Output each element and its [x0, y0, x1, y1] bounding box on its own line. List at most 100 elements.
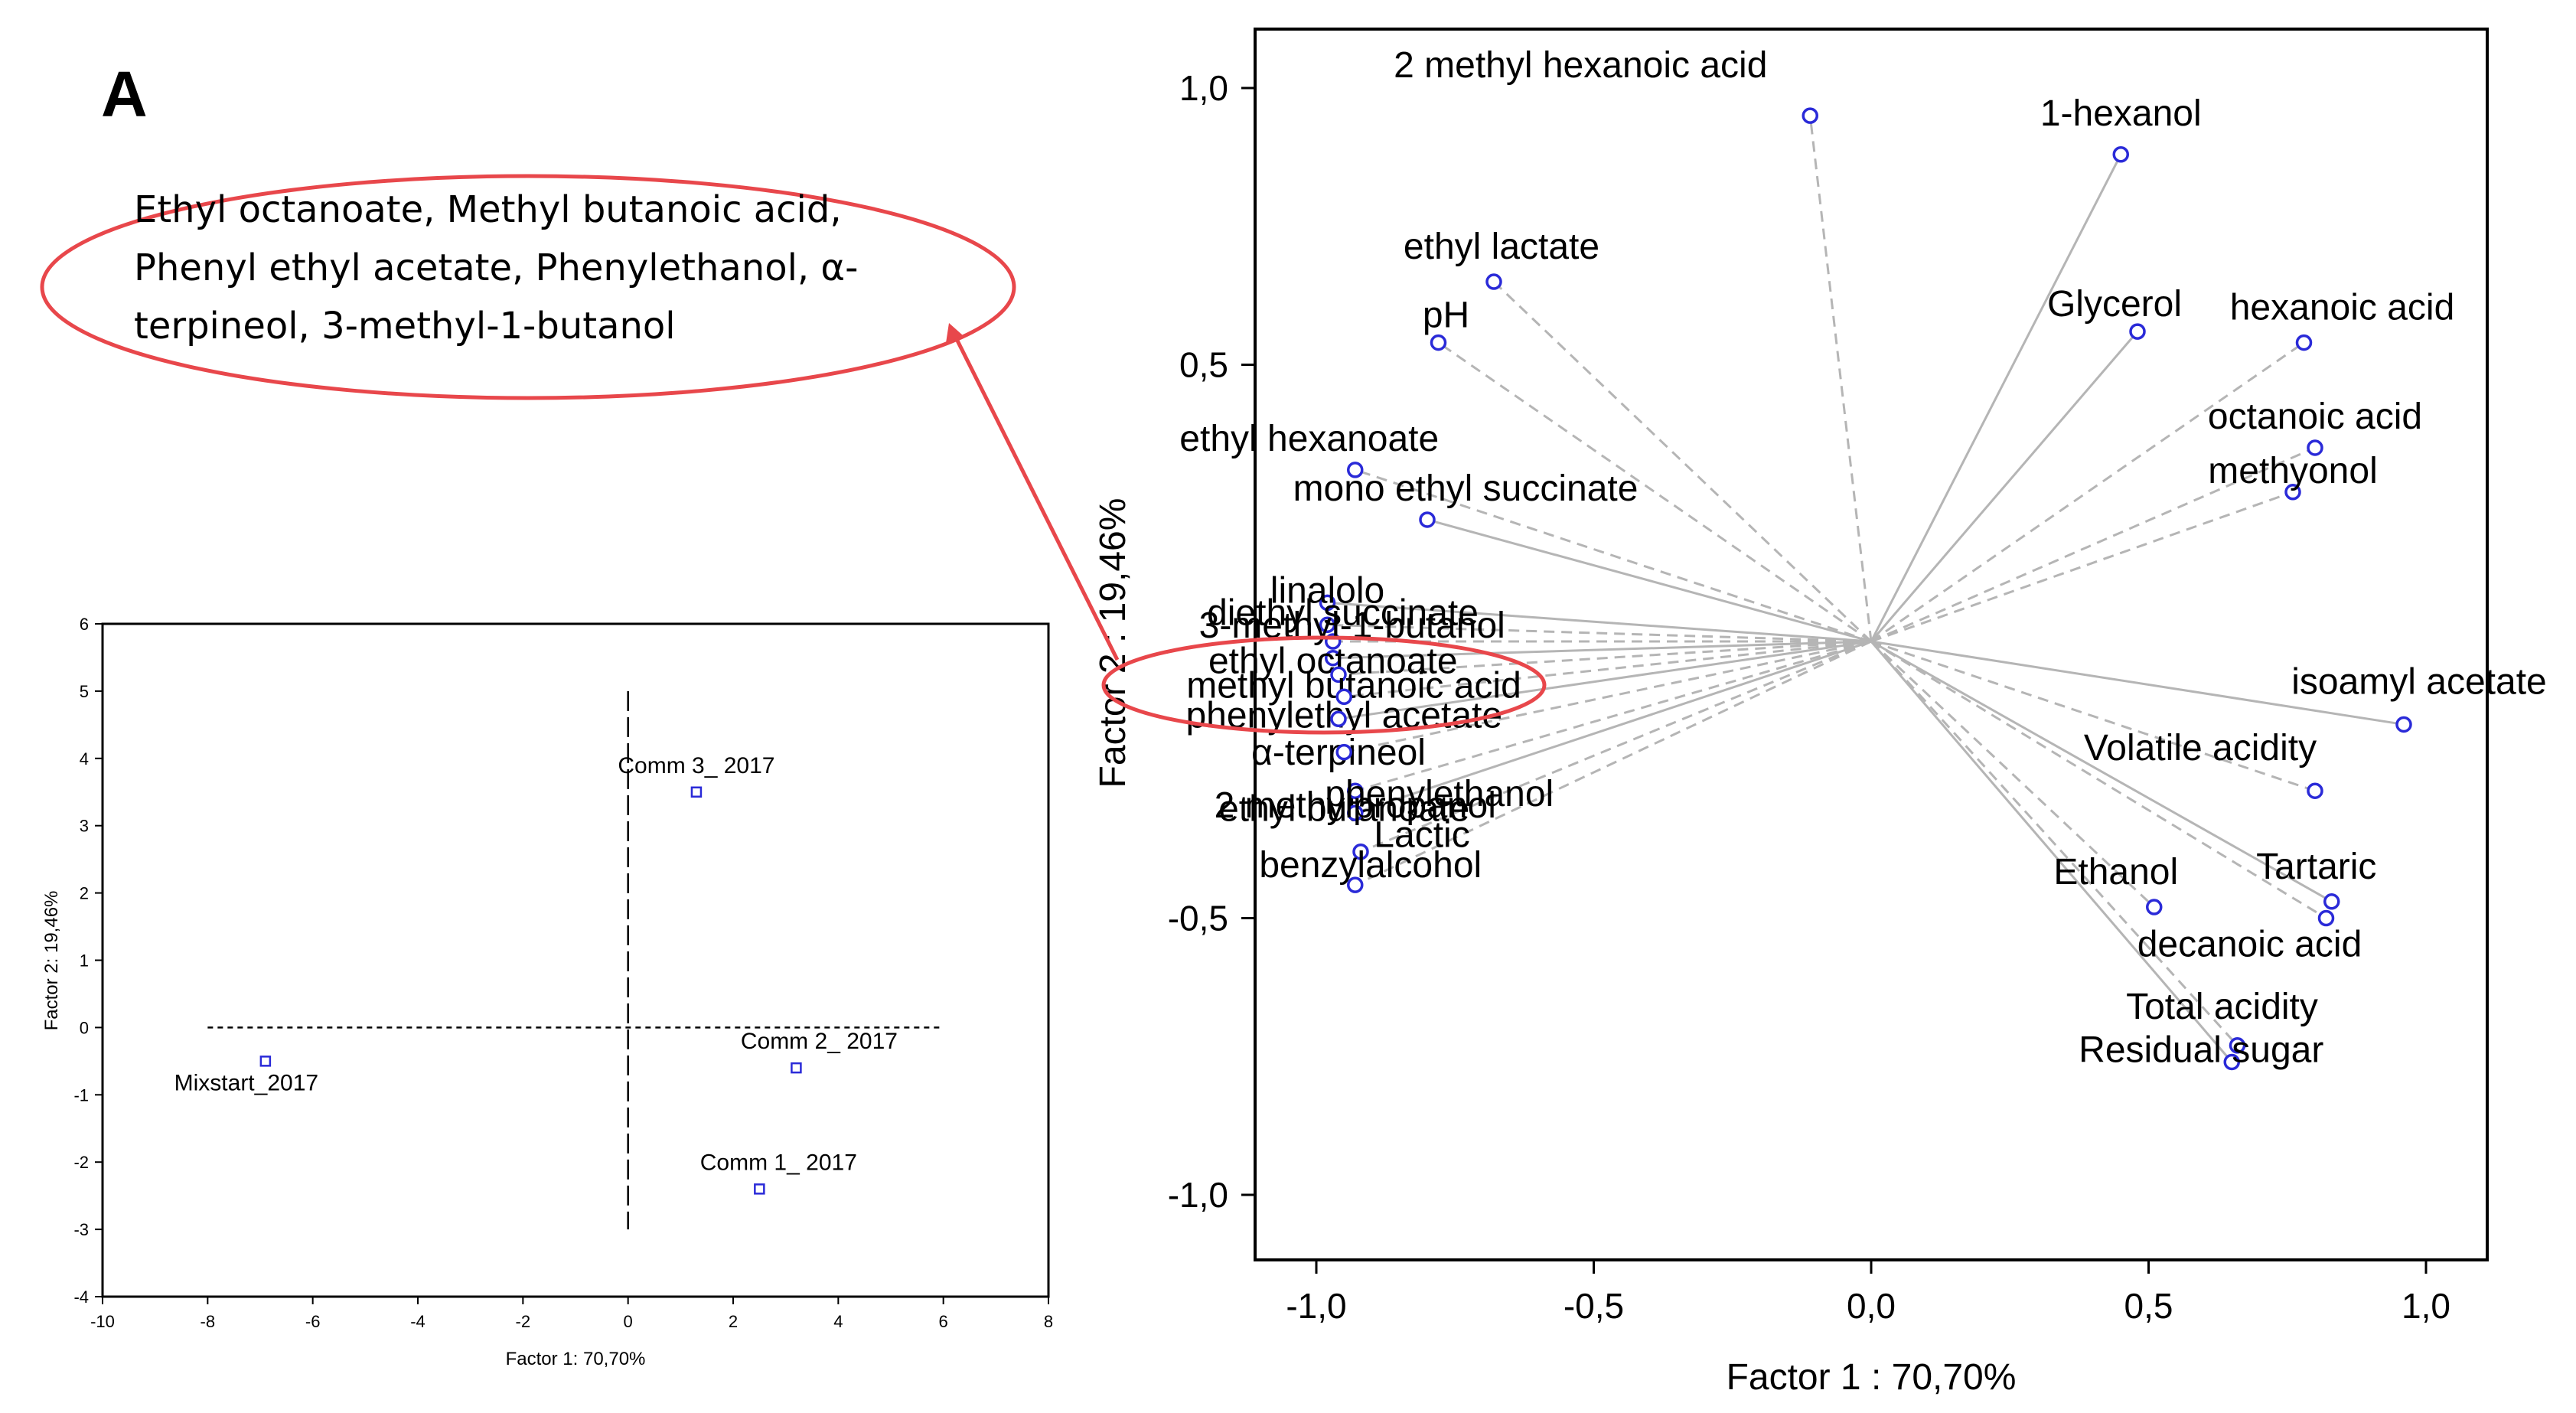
loading-point-label: Lactic [1374, 815, 1469, 856]
loading-point-label: Total acidity [2126, 987, 2318, 1027]
loading-point [1325, 649, 1342, 667]
loading-vector [1338, 640, 1872, 720]
loading-point [1430, 334, 1447, 351]
loading-vector [1870, 341, 2305, 643]
scores-y-tick-label: 3 [80, 817, 89, 836]
loading-point [1330, 710, 1347, 727]
loading-point-label: Ethanol [2053, 852, 2178, 893]
loading-point-label: decanoic acid [2137, 925, 2362, 965]
scores-y-axis-title: Factor 2: 19,46% [41, 891, 62, 1031]
loading-point [1319, 616, 1336, 634]
scores-y-tick-label: 5 [80, 682, 89, 701]
loading-vector [1338, 640, 1872, 676]
score-point [754, 1183, 765, 1195]
loading-vector [1870, 640, 2333, 903]
loading-vector [1870, 640, 2155, 909]
scores-y-tick-label: -4 [73, 1287, 89, 1307]
loading-point [2146, 899, 2163, 915]
loading-point [1802, 107, 1818, 124]
loading-point-label: Tartaric [2256, 847, 2376, 887]
score-point [791, 1062, 802, 1074]
loading-vector [1332, 640, 1872, 660]
scores-x-tick-label: -4 [410, 1312, 426, 1331]
loading-vector [1492, 280, 1873, 643]
loadings-axis-ticks: -1,0 -0,5 0,0 0,5 1,0 1,0 0,5 -0,5 -1,0 [1168, 68, 2450, 1326]
score-point-label: Mixstart_2017 [174, 1070, 318, 1095]
loading-point [1335, 743, 1352, 761]
loading-point-label: 2 methylpropanol [1215, 785, 1496, 826]
loading-point [2395, 716, 2412, 733]
loading-point-label: octanoic acid [2208, 396, 2422, 437]
loading-point [2129, 323, 2146, 340]
callout-line-3: terpineol, 3-methyl-1-butanol [134, 305, 676, 348]
loading-vector [1343, 640, 1872, 754]
loadings-x-tick-label: 0,5 [2124, 1286, 2173, 1326]
loading-point-label: isoamyl acetate [2291, 661, 2547, 702]
callout-arrow [952, 333, 1120, 661]
loading-vector [1870, 446, 2316, 643]
loading-vector [1870, 331, 2139, 642]
loading-point-label: Glycerol [2047, 284, 2182, 325]
loading-point [1347, 876, 1364, 893]
score-point [690, 786, 703, 798]
loading-point-label: methyl butanoic acid [1186, 665, 1521, 706]
loading-vector [1870, 640, 2327, 919]
loadings-y-tick-label: 0,5 [1179, 345, 1228, 385]
scores-y-tick-label: -2 [73, 1153, 89, 1172]
loadings-y-axis-title: Factor 2 : 19,46% [1093, 498, 1133, 788]
loadings-y-tick-label: 1,0 [1179, 68, 1228, 108]
scores-y-tick-label: 4 [80, 749, 89, 769]
loading-point-label: 2 methyl hexanoic acid [1394, 45, 1767, 86]
score-point-label: Comm 2_ 2017 [741, 1029, 898, 1054]
scores-y-tick-label: 0 [80, 1018, 89, 1037]
scores-x-tick-label: 0 [624, 1312, 633, 1331]
loading-point-label: ethyl hexanoate [1179, 419, 1439, 459]
score-point-label: Comm 3_ 2017 [618, 753, 774, 778]
loading-vector [1870, 640, 2316, 792]
scores-y-tick-label: 2 [80, 884, 89, 903]
loading-vector [1355, 468, 1872, 643]
loading-point [2307, 782, 2323, 799]
loadings-x-tick-label: -1,0 [1286, 1286, 1346, 1326]
loading-point [2223, 1053, 2240, 1071]
loading-point-label: pH [1423, 295, 1469, 336]
callout: Ethyl octanoate, Methyl butanoic acid, P… [40, 174, 1016, 400]
loading-vector [1870, 640, 2405, 726]
loading-point-label: ethyl butanoate [1218, 789, 1469, 830]
scores-x-axis-title: Factor 1: 70,70% [506, 1349, 646, 1369]
highlight-ellipse [1101, 635, 1547, 735]
loading-vector [1355, 640, 1872, 792]
loading-point [2307, 439, 2323, 456]
loading-point [1419, 511, 1436, 528]
scores-x-tick-label: 6 [939, 1312, 948, 1331]
callout-line-2: Phenyl ethyl acetate, Phenylethanol, α- [134, 246, 858, 289]
loading-point [2323, 893, 2340, 910]
scores-chart: Comm 3_ 2017 Comm 2_ 2017 Comm 1_ 2017 Mixs… [41, 615, 1053, 1369]
loading-vector [1327, 601, 1872, 643]
loading-point [1347, 804, 1364, 821]
loading-point-label: 1-hexanol [2040, 93, 2202, 134]
loadings-y-tick-label: -1,0 [1168, 1175, 1228, 1215]
loading-point-label: hexanoic acid [2230, 288, 2455, 328]
score-point [259, 1056, 272, 1067]
loading-point [2317, 909, 2335, 927]
scores-x-tick-label: -6 [305, 1312, 321, 1331]
loading-point [1335, 688, 1352, 706]
loading-point-label: methyonol [2208, 451, 2377, 491]
loading-vector [1360, 640, 1872, 853]
loading-vector [1427, 518, 1872, 643]
scores-y-tick-label: -1 [73, 1085, 89, 1105]
loading-point [1347, 782, 1364, 799]
loading-vector [1808, 115, 1873, 642]
loading-vector [1870, 154, 2122, 642]
loading-point [2295, 334, 2313, 351]
loading-point-label: Volatile acidity [2084, 728, 2317, 769]
loading-points: 2 methyl hexanoic acid 1-hexanol ethyl lac… [1179, 45, 2546, 1070]
scores-y-tick-label: 1 [80, 951, 89, 971]
loadings-y-tick-label: -0,5 [1168, 899, 1228, 938]
scores-x-tick-label: -8 [201, 1312, 216, 1331]
loading-point [1485, 273, 1502, 290]
loading-vectors [1327, 115, 2405, 1063]
